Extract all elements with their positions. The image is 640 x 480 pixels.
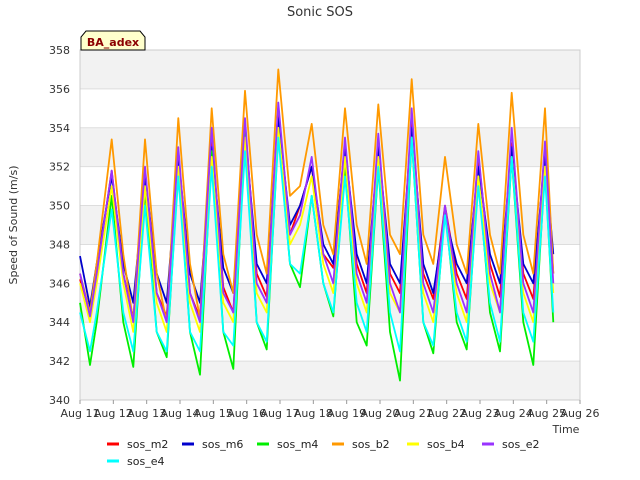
- site-badge-box: [80, 30, 146, 51]
- x-tick-label: Aug 18: [294, 407, 333, 420]
- plot-bands: [80, 50, 580, 400]
- x-tick-label: Aug 24: [494, 407, 533, 420]
- y-tick-label: 352: [49, 161, 70, 174]
- y-axis-label: Speed of Sound (m/s): [7, 166, 20, 285]
- legend-label-sos_m2: sos_m2: [127, 438, 168, 451]
- y-tick-label: 342: [49, 355, 70, 368]
- site-badge-text: BA_adex: [87, 36, 139, 49]
- site-badge: BA_adex: [80, 30, 146, 51]
- x-tick-label: Aug 11: [61, 407, 100, 420]
- series-line-sos_b2: [79, 68, 555, 324]
- y-tick-label: 358: [49, 44, 70, 57]
- x-tick-label: Aug 25: [527, 407, 566, 420]
- x-tick-label: Aug 17: [261, 407, 300, 420]
- legend: sos_m2 sos_m6 sos_m4 sos_b2 sos_b4 sos_e2 sos_…: [107, 438, 539, 468]
- y-tick-label: 354: [49, 122, 70, 135]
- plot-band: [80, 50, 580, 89]
- plot-band: [80, 205, 580, 245]
- series-lines: [79, 68, 555, 382]
- y-tick-label: 348: [49, 238, 70, 251]
- x-tick-label: Aug 21: [394, 407, 433, 420]
- series-line-sos_e2: [79, 101, 555, 324]
- legend-label-sos_m6: sos_m6: [202, 438, 243, 451]
- x-tick-label: Aug 26: [561, 407, 600, 420]
- y-axis-ticks: 340 342 344 346 348 350 352 354 356 358: [49, 44, 70, 407]
- x-tick-label: Aug 15: [194, 407, 233, 420]
- y-tick-label: 344: [49, 316, 70, 329]
- x-axis-label: Time: [552, 423, 580, 436]
- legend-label-sos_e2: sos_e2: [502, 438, 539, 451]
- x-tick-label: Aug 20: [361, 407, 400, 420]
- x-tick-label: Aug 22: [427, 407, 466, 420]
- legend-label-sos_b2: sos_b2: [352, 438, 390, 451]
- legend-label-sos_b4: sos_b4: [427, 438, 465, 451]
- x-tick-label: Aug 13: [127, 407, 166, 420]
- y-tick-label: 350: [49, 200, 70, 213]
- legend-label-sos_e4: sos_e4: [127, 455, 164, 468]
- plot-frame: [79, 49, 581, 401]
- plot-band: [80, 127, 580, 167]
- x-tick-label: Aug 19: [327, 407, 366, 420]
- y-tick-label: 346: [49, 277, 70, 290]
- y-tick-label: 340: [49, 394, 70, 407]
- chart-title: Sonic SOS: [287, 5, 353, 20]
- x-tick-label: Aug 16: [227, 407, 266, 420]
- y-tick-label: 356: [49, 83, 70, 96]
- series-line-sos_e4: [79, 136, 555, 353]
- x-tick-label: Aug 12: [94, 407, 133, 420]
- x-tick-label: Aug 14: [161, 407, 200, 420]
- legend-label-sos_m4: sos_m4: [277, 438, 318, 451]
- plot-band: [80, 361, 580, 400]
- x-tick-label: Aug 23: [461, 407, 500, 420]
